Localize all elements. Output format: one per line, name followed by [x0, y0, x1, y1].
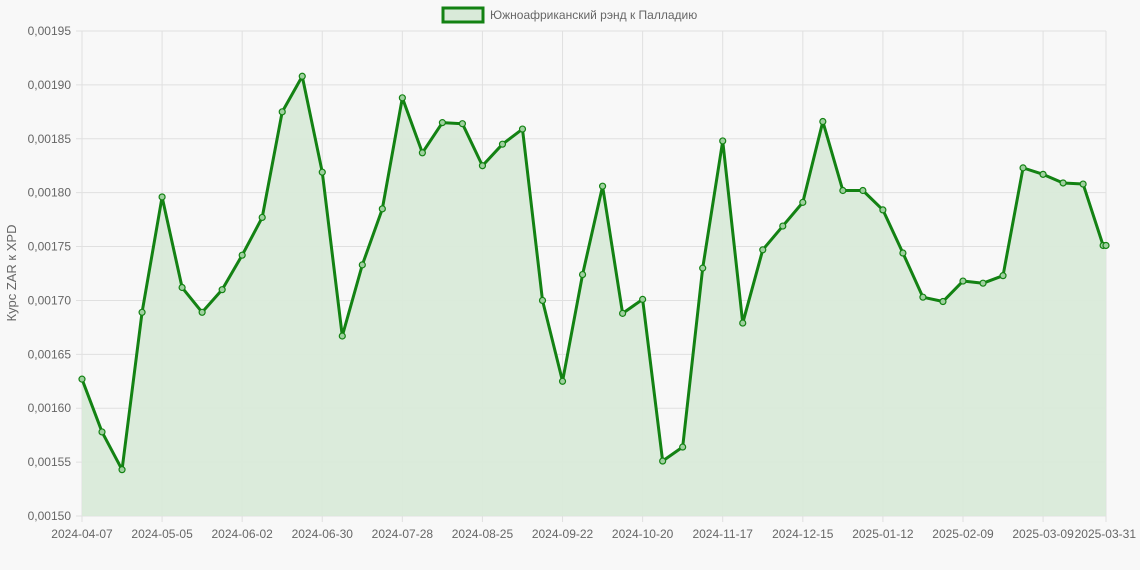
data-point: [398, 94, 406, 102]
data-point: [979, 279, 987, 287]
data-points: [78, 72, 1110, 474]
data-point: [719, 137, 727, 145]
y-tick-label: 0,00160: [28, 401, 72, 415]
x-tick-label: 2025-01-12: [852, 527, 914, 541]
y-tick-label: 0,00165: [28, 347, 72, 361]
data-point: [839, 186, 847, 195]
x-tick-label: 2024-08-25: [452, 527, 514, 541]
data-point: [238, 251, 246, 259]
data-point: [799, 198, 807, 206]
data-point: [118, 466, 126, 474]
data-point: [518, 125, 527, 133]
data-point: [639, 295, 647, 303]
data-point: [358, 261, 366, 269]
data-point: [999, 272, 1007, 280]
data-point: [879, 206, 887, 214]
y-tick-label: 0,00175: [28, 240, 72, 254]
x-tick-label: 2024-07-28: [372, 527, 434, 541]
legend[interactable]: Южноафриканский рэнд к Палладию: [441, 6, 697, 24]
y-tick-label: 0,00170: [28, 293, 72, 307]
data-point: [1102, 241, 1110, 250]
data-point: [418, 149, 426, 157]
data-point: [178, 283, 186, 292]
legend-swatch[interactable]: [441, 6, 485, 24]
data-point: [959, 277, 967, 285]
data-point: [478, 162, 487, 170]
y-axis-ticks: 0,00150 0,00155 0,00160 0,00165 0,00170 0,001…: [28, 24, 72, 523]
x-tick-label: 2024-06-30: [292, 527, 354, 541]
data-point: [458, 120, 467, 128]
data-point: [298, 72, 306, 80]
data-point: [1039, 170, 1047, 178]
data-point: [198, 308, 206, 316]
data-point: [779, 222, 787, 230]
data-point: [699, 264, 707, 272]
data-point: [318, 168, 326, 176]
x-tick-label: 2024-10-20: [612, 527, 674, 541]
data-point: [78, 375, 86, 383]
x-tick-label: 2024-06-02: [211, 527, 273, 541]
data-point: [578, 270, 587, 279]
x-tick-label: 2024-12-15: [772, 527, 834, 541]
y-axis-title: Курс ZAR к XPD: [4, 225, 19, 322]
data-point: [438, 119, 446, 127]
y-tick-label: 0,00190: [28, 78, 72, 92]
x-tick-label: 2025-03-31: [1075, 527, 1137, 541]
data-point: [759, 246, 767, 254]
data-point: [558, 377, 567, 385]
x-axis-ticks: 2024-04-07 2024-05-05 2024-06-02 2024-06-30…: [51, 527, 1136, 541]
data-point: [538, 296, 547, 305]
area-fill-layer: [82, 76, 1106, 517]
data-point: [1059, 179, 1067, 187]
data-point: [98, 428, 106, 436]
x-tick-label: 2025-02-09: [932, 527, 994, 541]
data-point: [498, 140, 507, 148]
data-point: [899, 249, 907, 257]
legend-label[interactable]: Южноафриканский рэнд к Палладию: [490, 8, 697, 22]
x-tick-label: 2024-05-05: [131, 527, 193, 541]
y-tick-label: 0,00180: [28, 186, 72, 200]
data-point: [819, 117, 827, 126]
data-point: [919, 293, 927, 301]
data-point: [939, 297, 947, 306]
data-point: [739, 319, 747, 327]
data-point: [659, 457, 667, 465]
x-tick-label: 2024-09-22: [532, 527, 594, 541]
data-point: [679, 443, 687, 451]
y-tick-label: 0,00155: [28, 455, 72, 469]
series-area-fill: [82, 76, 1106, 517]
data-point: [258, 213, 266, 222]
data-point: [618, 309, 627, 317]
x-tick-label: 2024-04-07: [51, 527, 113, 541]
data-point: [378, 205, 386, 213]
data-point: [158, 193, 166, 201]
x-tick-label: 2024-11-17: [692, 527, 753, 541]
data-point: [278, 108, 286, 116]
y-tick-label: 0,00195: [28, 24, 72, 38]
y-tick-label: 0,00185: [28, 132, 72, 146]
data-point: [338, 332, 346, 340]
y-tick-label: 0,00150: [28, 509, 72, 523]
data-point: [1019, 164, 1027, 172]
data-point: [1079, 180, 1087, 188]
x-tick-label: 2025-03-09: [1012, 527, 1074, 541]
data-point: [218, 286, 226, 294]
data-point: [598, 182, 607, 190]
data-point: [138, 308, 146, 316]
data-point: [859, 186, 867, 195]
